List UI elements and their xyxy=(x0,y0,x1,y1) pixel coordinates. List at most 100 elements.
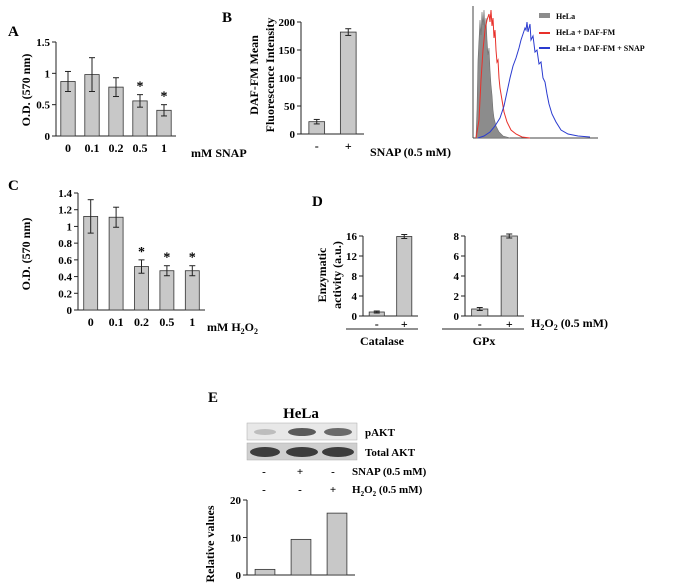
y-tick-label: 1 xyxy=(45,68,51,80)
y-tick-label: 0.5 xyxy=(36,100,50,112)
group-catalase: Catalase xyxy=(360,334,405,348)
blot-title: HeLa xyxy=(283,406,319,422)
y-tick-label: 1.5 xyxy=(36,37,50,49)
panel-e-ylabel: Relative values xyxy=(203,505,217,582)
category-label: 0 xyxy=(65,141,71,155)
flow-legend: HeLa HeLa + DAF-FM HeLa + DAF-FM + SNAP xyxy=(539,12,645,53)
pakt-band-3 xyxy=(324,428,352,436)
panel-d: D 0 4 8 12 16 - + 0 2 4 6 8 - + Enzymatic activity (… xyxy=(312,194,608,348)
panel-b-label: B xyxy=(222,10,232,26)
category-label: - xyxy=(315,139,319,153)
significance-mark: * xyxy=(138,245,145,260)
category-label: 0.5 xyxy=(133,141,148,155)
row2-label: H2O2 (0.5 mM) xyxy=(352,484,423,498)
category-label: + xyxy=(401,317,408,331)
y-tick-label: 200 xyxy=(279,17,296,29)
bar xyxy=(290,538,312,576)
y-tick-label: 0 xyxy=(45,131,51,143)
panel-c-unit: mM H2O2 xyxy=(207,320,258,336)
category-label: - xyxy=(375,317,379,331)
category-label: 1 xyxy=(189,315,195,329)
pakt-band-1 xyxy=(254,429,276,435)
group-gpx: GPx xyxy=(473,334,496,348)
y-tick-label: 0 xyxy=(67,305,73,317)
y-tick-label: 0.4 xyxy=(58,272,72,284)
y-tick-label: 50 xyxy=(284,101,296,113)
y-tick-label: 1.2 xyxy=(58,205,72,217)
flow-daf-fm-red xyxy=(475,9,531,139)
row2-sign-2: - xyxy=(298,484,302,496)
panel-a-unit: mM SNAP xyxy=(191,146,247,160)
bar xyxy=(184,270,200,311)
category-label: + xyxy=(345,139,352,153)
flow-hela-gray xyxy=(475,9,511,139)
legend-daf: HeLa + DAF-FM xyxy=(556,28,616,37)
panel-c-label: C xyxy=(8,178,19,194)
legend-snap: HeLa + DAF-FM + SNAP xyxy=(556,44,645,53)
panel-e: E HeLa pAKT Total AKT - + - SNAP (0.5 mM… xyxy=(203,390,427,583)
y-tick-label: 1.4 xyxy=(58,188,72,200)
category-label: 0.2 xyxy=(109,141,124,155)
category-label: 0.2 xyxy=(134,315,149,329)
band-total-akt-label: Total AKT xyxy=(365,447,416,459)
category-label: 0.1 xyxy=(85,141,100,155)
significance-mark: * xyxy=(163,251,170,266)
panel-d-ylabel-1: Enzymatic xyxy=(315,247,329,302)
bar xyxy=(108,216,124,311)
category-label: 1 xyxy=(161,141,167,155)
panel-e-label: E xyxy=(208,390,218,406)
y-tick-label: 8 xyxy=(454,231,460,243)
y-tick-label: 12 xyxy=(346,251,358,263)
panel-a-label: A xyxy=(8,24,19,40)
y-tick-label: 4 xyxy=(352,291,358,303)
panel-a-ylabel: O.D. (570 nm) xyxy=(19,54,33,127)
row1-label: SNAP (0.5 mM) xyxy=(352,466,427,478)
category-label: + xyxy=(506,317,513,331)
row2-sign-3: + xyxy=(330,484,336,496)
panel-d-gpx-chart: 0 2 4 6 8 - + xyxy=(454,231,524,331)
y-tick-label: 2 xyxy=(454,291,460,303)
legend-swatch-hela xyxy=(539,13,550,18)
bar xyxy=(396,236,413,317)
y-tick-label: 0 xyxy=(454,311,460,323)
y-tick-label: 150 xyxy=(279,45,296,57)
flow-cytometry-histogram: HeLa HeLa + DAF-FM HeLa + DAF-FM + SNAP xyxy=(472,6,645,139)
y-tick-label: 0.6 xyxy=(58,255,72,267)
significance-mark: * xyxy=(161,90,168,105)
row1-sign-2: + xyxy=(297,466,303,478)
pakt-band-2 xyxy=(288,428,316,436)
category-label: 0 xyxy=(88,315,94,329)
panel-c: C 0 0.2 0.4 0.6 0.8 1 1.2 1.4 0 0.1 * 0.2 * 0.5 * 1 O.D… xyxy=(8,178,258,336)
significance-mark: * xyxy=(189,251,196,266)
category-label: - xyxy=(478,317,482,331)
y-tick-label: 0.8 xyxy=(58,238,72,250)
y-tick-label: 20 xyxy=(230,495,242,507)
panel-a-chart: 0 0.5 1 1.5 0 0.1 0.2 * 0.5 * 1 xyxy=(36,37,176,155)
panel-b-unit: SNAP (0.5 mM) xyxy=(370,145,451,159)
y-tick-label: 0 xyxy=(236,570,242,582)
panel-c-chart: 0 0.2 0.4 0.6 0.8 1 1.2 1.4 0 0.1 * 0.2 * 0.5 * 1 xyxy=(58,188,205,329)
y-tick-label: 0 xyxy=(352,311,358,323)
total-akt-band-1 xyxy=(250,447,280,457)
y-tick-label: 8 xyxy=(352,271,358,283)
band-pakt-label: pAKT xyxy=(365,427,396,439)
y-tick-label: 0.2 xyxy=(58,288,72,300)
panel-b-ylabel-1: DAF-FM Mean xyxy=(247,35,261,115)
panel-b: B 0 50 100 150 200 - + DAF-FM Mean Fluorescenc… xyxy=(222,6,645,159)
panel-d-catalase-chart: 0 4 8 12 16 - + xyxy=(346,231,418,331)
row2-sign-1: - xyxy=(262,484,266,496)
western-blot xyxy=(246,422,358,461)
bar xyxy=(339,31,357,135)
category-label: 0.1 xyxy=(109,315,124,329)
flow-daf-fm-snap-blue xyxy=(477,21,591,139)
legend-hela: HeLa xyxy=(556,12,575,21)
y-tick-label: 0 xyxy=(290,129,296,141)
y-tick-label: 6 xyxy=(454,251,460,263)
y-tick-label: 16 xyxy=(346,231,358,243)
bar xyxy=(159,270,175,311)
category-label: 0.5 xyxy=(159,315,174,329)
panel-b-ylabel-2: Fluorescence Intensity xyxy=(263,18,277,133)
panel-d-label: D xyxy=(312,194,323,210)
panel-e-chart: 0 10 20 xyxy=(230,495,355,582)
